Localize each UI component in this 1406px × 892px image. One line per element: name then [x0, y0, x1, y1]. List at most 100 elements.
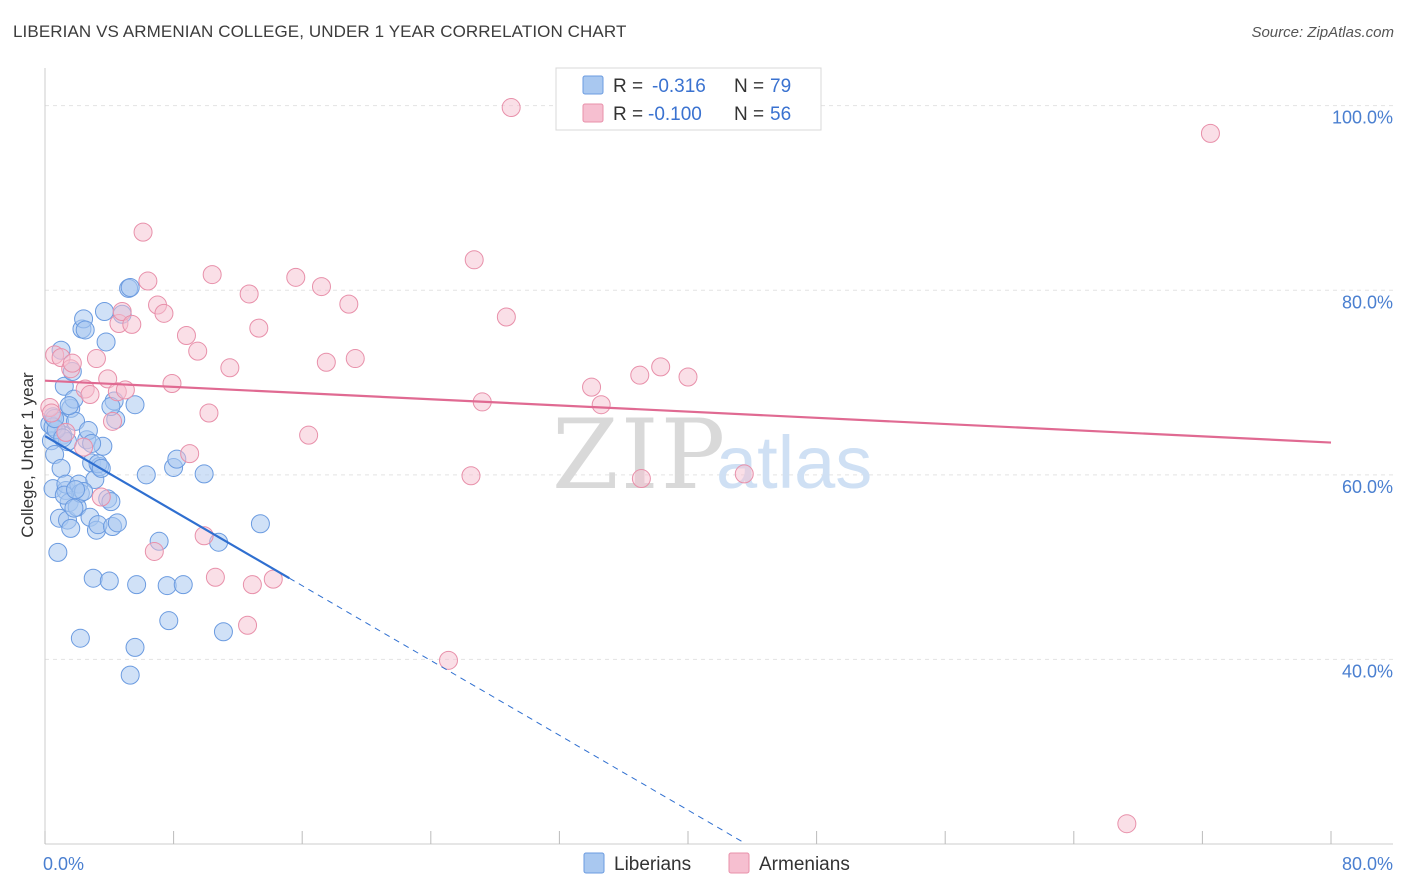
armenian-point: [582, 377, 602, 397]
legend-liberian-n-value: 79: [770, 76, 791, 97]
y-tick-label: 60.0%: [1342, 477, 1393, 497]
liberian-point: [159, 611, 179, 631]
liberian-point: [94, 301, 114, 321]
liberian-point: [125, 637, 145, 657]
armenian-point: [249, 318, 269, 338]
liberian-point: [120, 277, 140, 297]
liberian-point: [157, 576, 177, 596]
armenian-point: [103, 411, 123, 431]
correlation-legend: R = -0.316 N = 79 R = -0.100 N = 56: [555, 67, 822, 131]
liberian-point: [83, 568, 103, 588]
armenian-point: [202, 265, 222, 285]
armenian-point: [91, 487, 111, 507]
armenian-point: [311, 277, 331, 297]
liberian-point: [213, 622, 233, 642]
liberian-point: [125, 395, 145, 415]
liberian-point: [64, 498, 84, 518]
source-credit: Source: ZipAtlas.com: [1251, 24, 1394, 41]
armenian-point: [286, 267, 306, 287]
armenian-point: [651, 357, 671, 377]
armenian-point: [678, 367, 698, 387]
y-axis-label: College, Under 1 year: [18, 372, 37, 538]
series-legend-armenians: Armenians: [759, 854, 850, 875]
liberian-point: [70, 628, 90, 648]
watermark: ZIP atlas: [552, 399, 872, 511]
armenian-point: [734, 464, 754, 484]
armenian-point: [180, 444, 200, 464]
y-tick-label: 40.0%: [1342, 661, 1393, 681]
armenian-point: [631, 469, 651, 489]
armenian-point: [80, 385, 100, 405]
y-tick-labels: 100.0% 80.0% 60.0% 40.0%: [1332, 108, 1393, 682]
series-legend-liberians: Liberians: [614, 854, 691, 875]
y-tick-label: 100.0%: [1332, 108, 1393, 128]
liberian-point: [250, 514, 270, 534]
armenian-point: [630, 365, 650, 385]
armenian-point: [62, 353, 82, 373]
liberians-points: [40, 277, 270, 685]
armenian-point: [199, 403, 219, 423]
armenian-point: [41, 403, 61, 423]
x-tick-label: 80.0%: [1342, 854, 1393, 874]
chart-title: LIBERIAN VS ARMENIAN COLLEGE, UNDER 1 YE…: [13, 22, 627, 41]
legend-liberian-r-value: -0.316: [652, 76, 706, 97]
armenian-point: [56, 422, 76, 442]
series-legend: Liberians Armenians: [583, 852, 850, 875]
armenian-point: [239, 284, 259, 304]
x-tick-label: 0.0%: [43, 854, 84, 874]
liberian-point: [136, 465, 156, 485]
legend-liberian-n-label: N =: [734, 76, 764, 97]
watermark-atlas: atlas: [716, 421, 872, 504]
gridlines: [45, 105, 1393, 660]
armenian-point: [1117, 814, 1137, 834]
liberian-trendline-extension: [289, 577, 745, 844]
liberian-point: [120, 665, 140, 685]
armenian-point: [461, 466, 481, 486]
armenian-point: [242, 575, 262, 595]
armenian-point: [122, 314, 142, 334]
liberian-point: [66, 480, 86, 500]
armenian-point: [496, 307, 516, 327]
armenian-point: [138, 271, 158, 291]
armenian-point: [238, 615, 258, 635]
armenian-point: [74, 437, 94, 457]
y-tick-label: 80.0%: [1342, 292, 1393, 312]
liberian-point: [127, 575, 147, 595]
trendlines: [44, 379, 1332, 844]
legend-swatch-liberian: [582, 75, 604, 95]
armenian-point: [154, 303, 174, 323]
armenian-point: [345, 349, 365, 369]
armenian-point: [339, 294, 359, 314]
watermark-zip: ZIP: [552, 399, 727, 511]
legend-liberian-r-label: R =: [613, 76, 643, 97]
legend-armenian-n-value: 56: [770, 104, 791, 125]
armenian-point: [464, 250, 484, 270]
liberian-point: [194, 464, 214, 484]
armenian-point: [501, 98, 521, 118]
armenian-point: [205, 567, 225, 587]
armenian-point: [220, 358, 240, 378]
liberian-point: [51, 458, 71, 478]
liberian-point: [48, 542, 68, 562]
armenian-point: [1200, 123, 1220, 143]
liberian-point: [61, 518, 81, 538]
legend-armenian-r-label: R =: [613, 104, 643, 125]
liberian-point: [173, 575, 193, 595]
armenian-point: [112, 301, 132, 321]
legend-armenian-r-value: -0.100: [648, 104, 702, 125]
series-legend-swatch-armenians: [728, 852, 750, 874]
liberian-point: [59, 396, 79, 416]
axes: [44, 68, 1393, 845]
series-legend-swatch-liberians: [583, 852, 605, 874]
armenian-trendline: [44, 379, 1332, 444]
armenian-point: [144, 541, 164, 561]
armenian-point: [176, 325, 196, 345]
armenian-point: [316, 352, 336, 372]
armenian-point: [133, 222, 153, 242]
armenian-point: [188, 341, 208, 361]
armenian-point: [162, 373, 182, 393]
x-tick-labels: 0.0% 80.0%: [43, 854, 1393, 874]
liberian-point: [99, 571, 119, 591]
legend-armenian-n-label: N =: [734, 104, 764, 125]
